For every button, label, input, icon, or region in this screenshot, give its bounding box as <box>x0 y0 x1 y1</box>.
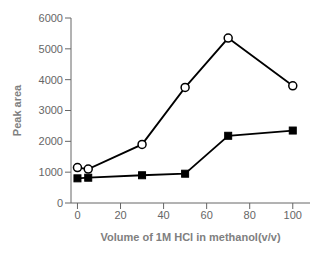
svg-text:Volume of 1M HCl in methanol(v: Volume of 1M HCl in methanol(v/v) <box>100 231 280 243</box>
svg-text:20: 20 <box>114 209 126 221</box>
svg-text:40: 40 <box>157 209 169 221</box>
svg-text:0: 0 <box>74 209 80 221</box>
svg-text:5000: 5000 <box>39 43 63 55</box>
svg-text:4000: 4000 <box>39 74 63 86</box>
svg-text:1000: 1000 <box>39 166 63 178</box>
svg-text:2000: 2000 <box>39 135 63 147</box>
svg-text:100: 100 <box>284 209 302 221</box>
svg-text:0: 0 <box>57 197 63 209</box>
svg-text:6000: 6000 <box>39 12 63 24</box>
svg-text:60: 60 <box>201 209 213 221</box>
svg-text:3000: 3000 <box>39 104 63 116</box>
svg-text:80: 80 <box>244 209 256 221</box>
svg-text:Peak area: Peak area <box>11 84 23 136</box>
